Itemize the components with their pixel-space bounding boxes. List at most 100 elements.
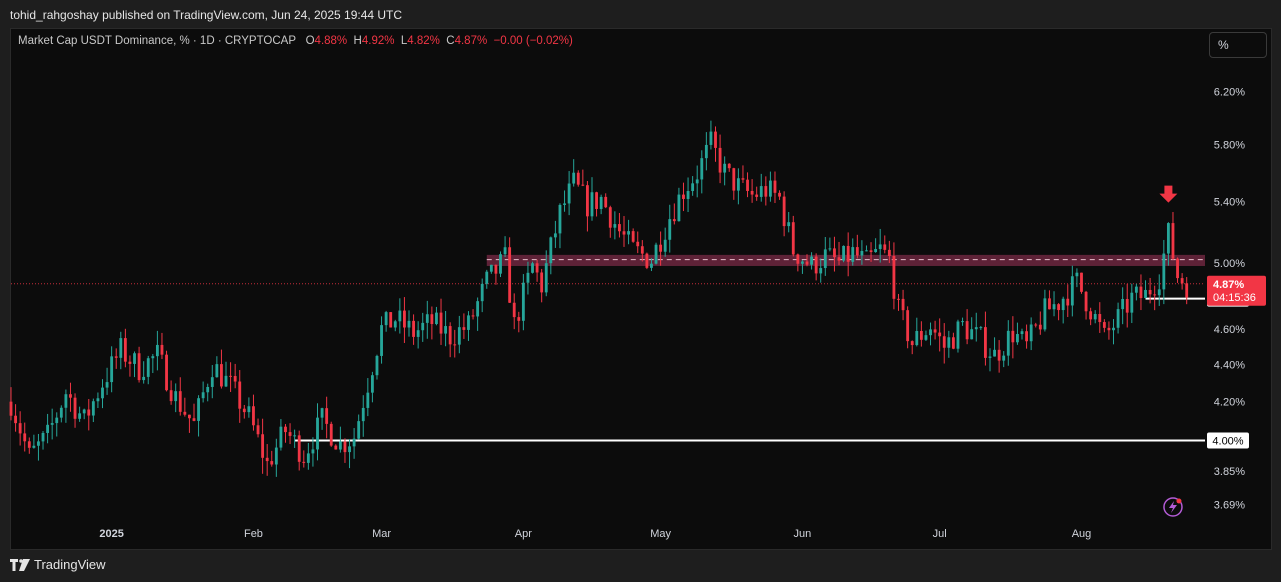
candle-body [1134,286,1138,293]
candle-body [974,327,978,330]
candle-body [855,247,859,256]
candle-body [535,263,539,273]
candle [585,181,589,232]
candle-body [599,196,603,209]
candle [1112,319,1115,345]
candle [1052,291,1056,317]
candle [133,351,136,378]
candle [714,126,717,162]
symbol-name: Market Cap USDT Dominance, % · 1D · CRYP… [18,35,296,47]
candle [1011,316,1015,359]
candle [384,310,388,332]
candle [910,340,914,355]
x-axis: 2025 Feb Mar Apr May Jun Jul Aug [99,528,1091,540]
candle-body [837,257,841,261]
candle [723,156,727,186]
candle-body [197,398,200,421]
candle [686,177,690,213]
candle-body [247,406,251,413]
candle-body [1102,322,1106,328]
candle-body [590,192,594,217]
candle [590,177,594,221]
candle-body [833,248,836,258]
unit-toggle-button[interactable]: % [1209,32,1267,58]
candle [316,403,319,461]
candle [974,312,978,342]
high-label: H [353,35,362,47]
candle [32,434,36,449]
candle-body [544,263,548,293]
candle-body [169,390,173,402]
candle-body [1171,223,1175,259]
candle [220,349,223,389]
candle [96,392,100,409]
candle [435,306,438,326]
candle [41,431,45,450]
candle-body [1034,324,1038,326]
candle-body [951,337,955,349]
publisher-info: tohid_rahgoshay published on TradingView… [10,8,403,22]
candle [1075,268,1079,288]
candle [46,413,50,444]
candle-body [201,392,205,399]
chart-frame[interactable] [10,28,1272,550]
candle-body [215,364,219,378]
candle-body [206,386,210,393]
level-tag-400-text: 4.00% [1212,436,1243,448]
candle-body [430,314,434,325]
candle-body [87,409,91,416]
candle-body [997,349,1001,361]
x-tick-label: Apr [515,528,532,540]
candle [361,395,365,437]
candle-body [572,172,576,184]
brand[interactable]: TradingView [10,557,106,572]
candle [23,422,27,452]
candle [119,331,123,370]
candle-body [1016,334,1019,343]
candle [229,362,233,392]
candle [924,330,928,342]
candle-body [581,184,585,186]
candle [709,120,713,150]
candle-body [366,392,370,408]
candle-body [210,377,214,387]
candle [325,396,329,439]
candle-body [32,445,36,448]
candle-body [682,194,685,199]
down-arrow-icon [1159,185,1178,203]
x-tick-label: Mar [372,528,391,540]
candle [265,444,269,476]
candle-body [439,312,443,334]
candle [732,167,736,200]
x-tick-label: Jun [794,528,812,540]
candle-body [444,326,448,334]
candle [883,235,887,254]
candle [782,191,786,237]
candle [558,203,562,249]
candle-body [956,321,960,349]
candle [718,134,722,184]
candle-body [302,461,306,463]
candle [37,433,40,461]
candle-body [233,376,237,382]
candle-body [883,244,887,250]
candle-body [947,337,951,348]
candle [403,297,406,343]
candle [64,389,68,423]
candle [261,418,265,474]
candle-body [494,264,498,274]
y-axis: 6.20% 5.80% 5.40% 5.00% 4.60% 4.40% 4.20% 3.85%… [1207,86,1266,512]
candle-body [9,401,13,416]
candle-body [988,356,992,358]
candle [1093,310,1097,324]
open-label: O [305,35,315,47]
candle [197,395,200,437]
candle [1029,317,1033,351]
tradingview-logo-icon [10,558,30,571]
candle-body [1185,283,1189,298]
candle-body [453,344,457,346]
candle-body [727,163,731,169]
candle [146,355,150,385]
candle-body [151,356,155,359]
